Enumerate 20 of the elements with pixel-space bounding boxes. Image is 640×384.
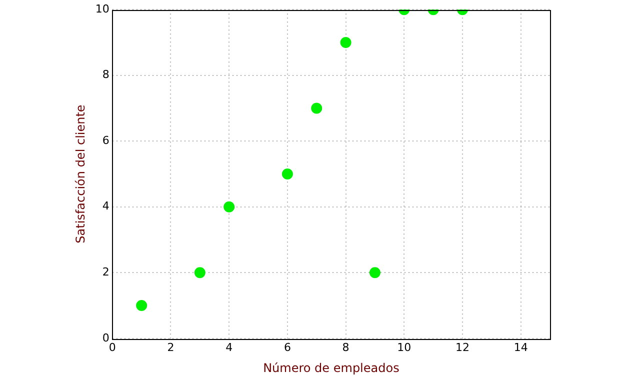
x-tick-label: 10	[397, 340, 412, 354]
y-tick-label: 4	[102, 200, 110, 213]
point	[136, 300, 148, 312]
y-axis-title: Satisfacción del cliente	[73, 104, 88, 244]
y-tick-label: 8	[102, 68, 110, 82]
x-tick-label: 6	[284, 340, 291, 354]
y-tick-label: 2	[102, 266, 110, 278]
point	[282, 168, 293, 180]
x-tick-label: 2	[167, 340, 174, 354]
x-tick-label: 4	[226, 340, 233, 354]
y-tick-label: 10	[95, 2, 110, 16]
y-tick-label: 6	[102, 134, 110, 147]
x-tick-label: 12	[455, 340, 470, 354]
point	[369, 267, 380, 278]
point	[194, 267, 206, 278]
point	[224, 201, 235, 212]
x-tick-label: 8	[342, 340, 350, 354]
y-tick-label: 0	[102, 331, 110, 344]
x-tick-label: 14	[514, 340, 528, 354]
x-axis-title: Número de empleados	[263, 360, 400, 375]
